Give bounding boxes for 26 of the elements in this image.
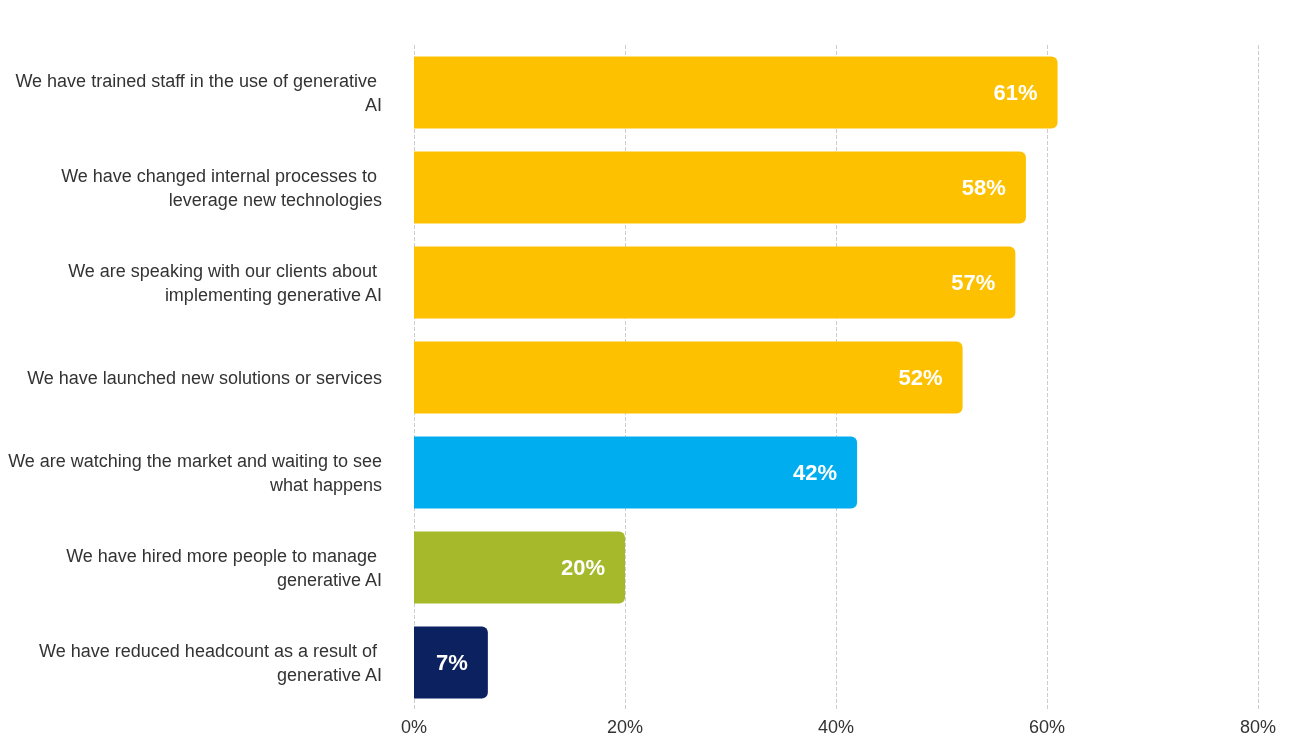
bar [414,341,963,414]
y-tick-label: We are watching the market and waiting to see what happens [8,450,382,495]
data-label: 58% [961,175,1006,200]
bar [414,626,488,699]
data-label: 7% [436,650,468,675]
x-tick-label: 80% [1239,717,1277,737]
x-tick-label: 0% [400,717,428,737]
y-tick-label: We have trained staff in the use of generative AI [15,70,382,115]
bar [414,56,1058,129]
data-label: 52% [898,365,943,390]
bar [414,531,625,604]
x-tick-label: 40% [817,717,855,737]
data-label: 20% [560,555,605,580]
data-label: 61% [993,80,1038,105]
y-tick-label: We have changed internal processes to leverage new technologies [61,165,382,210]
y-tick-label: We have hired more people to manage generative AI [66,545,382,590]
x-tick-label: 60% [1028,717,1066,737]
bar [414,246,1016,319]
data-label: 42% [793,460,838,485]
data-label: 57% [951,270,996,295]
bar [414,436,858,509]
x-tick-label: 20% [606,717,644,737]
bar [414,151,1026,224]
y-tick-label: We are speaking with our clients about implementing generative AI [68,260,382,305]
y-tick-label: We have launched new solutions or services [27,367,382,388]
y-tick-label: We have reduced headcount as a result of generative AI [39,640,382,685]
